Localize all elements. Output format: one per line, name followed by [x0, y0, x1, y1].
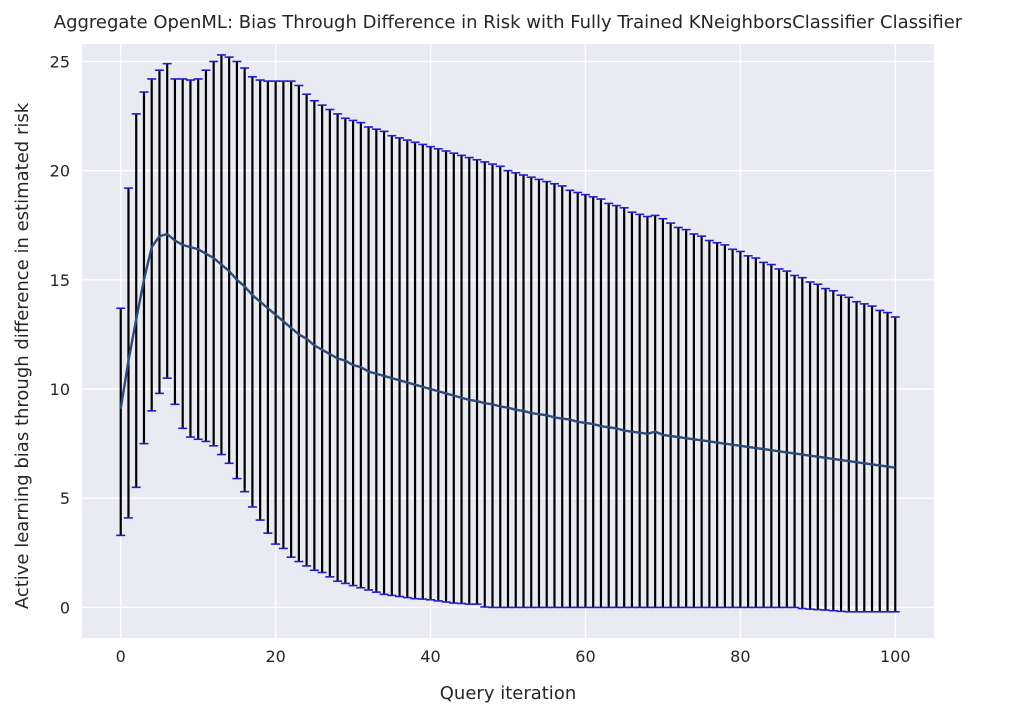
y-axis: 0 5 10 15 20 25 [50, 52, 70, 617]
y-tick-label: 25 [50, 52, 70, 71]
x-tick-label: 80 [730, 647, 750, 666]
y-axis-label: Active learning bias through difference … [12, 102, 33, 609]
y-tick-label: 15 [50, 271, 70, 290]
error-bars [116, 54, 900, 613]
x-tick-label: 100 [880, 647, 911, 666]
x-tick-label: 0 [116, 647, 126, 666]
y-tick-label: 20 [50, 162, 70, 181]
y-tick-label: 10 [50, 380, 70, 399]
x-tick-label: 40 [420, 647, 440, 666]
x-axis: 0 20 40 60 80 100 [116, 647, 911, 666]
x-axis-label: Query iteration [440, 683, 576, 704]
mean-line [119, 232, 896, 469]
y-tick-label: 0 [60, 598, 70, 617]
x-tick-label: 20 [265, 647, 285, 666]
x-tick-label: 60 [575, 647, 595, 666]
chart-title: Aggregate OpenML: Bias Through Differenc… [54, 12, 963, 33]
y-tick-label: 5 [60, 489, 70, 508]
